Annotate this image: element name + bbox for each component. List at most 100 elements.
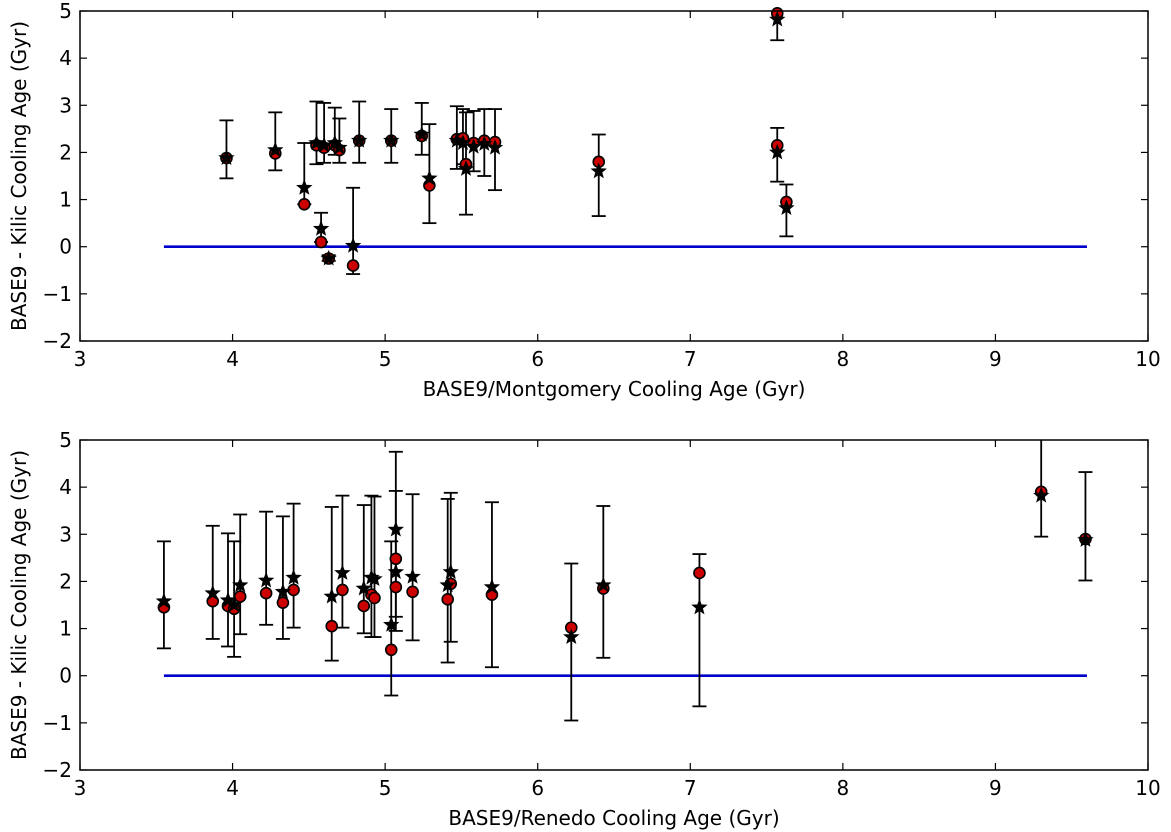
bottom-star-point bbox=[1033, 487, 1050, 503]
top-y-tick-label: 0 bbox=[59, 235, 72, 259]
bottom-circle-point bbox=[325, 619, 339, 633]
bottom-star-point bbox=[204, 584, 221, 601]
top-star-point bbox=[476, 135, 493, 151]
top-star-point bbox=[421, 169, 438, 186]
bottom-circle-point bbox=[259, 586, 273, 600]
bottom-star-point bbox=[595, 576, 612, 593]
top-star-point bbox=[344, 237, 362, 253]
bottom-x-tick-label: 5 bbox=[379, 776, 392, 800]
bottom-star-point bbox=[366, 570, 383, 587]
top-star-point bbox=[296, 179, 313, 195]
bottom-x-tick-label: 9 bbox=[989, 776, 1002, 800]
bottom-y-tick-label: 5 bbox=[59, 428, 72, 452]
bottom-star-point bbox=[483, 578, 501, 595]
bottom-circle-point bbox=[336, 583, 349, 597]
bottom-x-tick-label: 4 bbox=[226, 776, 239, 800]
top-star-point bbox=[454, 134, 472, 150]
top-markers bbox=[218, 7, 795, 272]
top-star-point bbox=[383, 132, 400, 148]
bottom-circle-point bbox=[357, 599, 371, 613]
top-ticks: 3 4 5 6 7 8 9 10 −2 −1 0 1 2 3 4 5 bbox=[43, 0, 1161, 371]
top-x-tick-label: 5 bbox=[379, 347, 392, 371]
bottom-star-point bbox=[442, 563, 459, 579]
bottom-y-tick-label: 1 bbox=[59, 617, 72, 641]
top-x-tick-label: 8 bbox=[836, 347, 849, 371]
top-star-point bbox=[413, 125, 430, 142]
bottom-circle-point bbox=[233, 590, 247, 603]
bottom-circle-point bbox=[693, 566, 706, 580]
top-star-point bbox=[218, 149, 235, 166]
bottom-y-tick-label: −2 bbox=[43, 758, 72, 782]
bottom-star-point bbox=[1077, 531, 1094, 547]
bottom-y-tick-label: 4 bbox=[59, 475, 72, 499]
bottom-star-point bbox=[355, 579, 372, 596]
top-y-tick-label: −1 bbox=[43, 282, 72, 306]
bottom-star-point bbox=[155, 592, 173, 609]
bottom-star-point bbox=[232, 576, 249, 593]
top-y-tick-label: 5 bbox=[59, 0, 72, 23]
bottom-plot-frame bbox=[79, 439, 1149, 771]
bottom-circle-point bbox=[389, 552, 403, 566]
top-star-point bbox=[465, 138, 482, 154]
bottom-star-point bbox=[387, 563, 405, 579]
top-circle-point bbox=[314, 235, 328, 249]
top-plot-frame bbox=[79, 10, 1149, 342]
bottom-star-point bbox=[285, 569, 302, 585]
bottom-circle-point bbox=[276, 596, 290, 609]
bottom-markers bbox=[155, 485, 1094, 657]
bottom-x-tick-label: 10 bbox=[1135, 776, 1160, 800]
bottom-star-point bbox=[274, 583, 292, 599]
bottom-circle-point bbox=[406, 585, 419, 599]
top-y-tick-label: −2 bbox=[43, 329, 72, 353]
bottom-star-point bbox=[383, 616, 400, 632]
top-x-tick-label: 6 bbox=[531, 347, 544, 371]
top-star-point bbox=[315, 136, 333, 153]
bottom-star-point bbox=[439, 576, 456, 593]
bottom-y-axis-title: BASE9 - Kilic Cooling Age (Gyr) bbox=[7, 450, 31, 760]
bottom-x-tick-label: 6 bbox=[531, 776, 544, 800]
top-star-point bbox=[320, 249, 337, 266]
top-y-tick-label: 3 bbox=[59, 93, 72, 117]
top-star-point bbox=[769, 143, 786, 160]
bottom-circle-point bbox=[384, 643, 398, 657]
top-circle-point bbox=[297, 197, 311, 211]
bottom-x-tick-label: 3 bbox=[74, 776, 87, 800]
top-x-tick-label: 10 bbox=[1135, 347, 1160, 371]
bottom-scatter-panel: BASE9/Renedo Cooling Age (Gyr) BASE9 - K… bbox=[7, 428, 1161, 830]
top-x-axis-title: BASE9/Montgomery Cooling Age (Gyr) bbox=[423, 377, 806, 401]
bottom-y-tick-label: 3 bbox=[59, 522, 72, 546]
bottom-star-point bbox=[323, 587, 340, 604]
bottom-x-tick-label: 8 bbox=[836, 776, 849, 800]
top-star-point bbox=[312, 220, 330, 236]
bottom-star-point bbox=[404, 568, 421, 584]
top-star-point bbox=[267, 141, 284, 158]
bottom-star-point bbox=[563, 628, 580, 645]
bottom-x-axis-title: BASE9/Renedo Cooling Age (Gyr) bbox=[448, 806, 779, 830]
top-x-tick-label: 9 bbox=[989, 347, 1002, 371]
bottom-circle-point bbox=[441, 593, 454, 606]
bottom-ticks: 3 4 5 6 7 8 9 10 −2 −1 0 1 2 3 4 5 bbox=[43, 428, 1161, 800]
top-x-tick-label: 7 bbox=[684, 347, 697, 371]
top-star-point bbox=[486, 139, 504, 155]
bottom-y-tick-label: 0 bbox=[59, 664, 72, 688]
bottom-star-point bbox=[334, 564, 351, 580]
bottom-star-point bbox=[257, 571, 275, 588]
top-circle-point bbox=[346, 259, 360, 272]
top-y-tick-label: 2 bbox=[59, 140, 72, 164]
top-star-point bbox=[590, 162, 607, 179]
bottom-circle-point bbox=[389, 580, 403, 594]
top-star-point bbox=[351, 132, 368, 148]
bottom-y-tick-label: −1 bbox=[43, 711, 72, 735]
top-star-point bbox=[778, 199, 795, 216]
bottom-error-bars bbox=[156, 440, 1093, 722]
top-y-tick-label: 1 bbox=[59, 188, 72, 212]
bottom-star-point bbox=[691, 598, 708, 615]
top-star-point bbox=[308, 134, 325, 150]
top-x-tick-label: 4 bbox=[226, 347, 239, 371]
top-star-point bbox=[457, 160, 475, 176]
top-star-point bbox=[769, 10, 786, 27]
top-x-tick-label: 3 bbox=[74, 347, 87, 371]
top-y-axis-title: BASE9 - Kilic Cooling Age (Gyr) bbox=[7, 21, 31, 331]
bottom-x-tick-label: 7 bbox=[684, 776, 697, 800]
